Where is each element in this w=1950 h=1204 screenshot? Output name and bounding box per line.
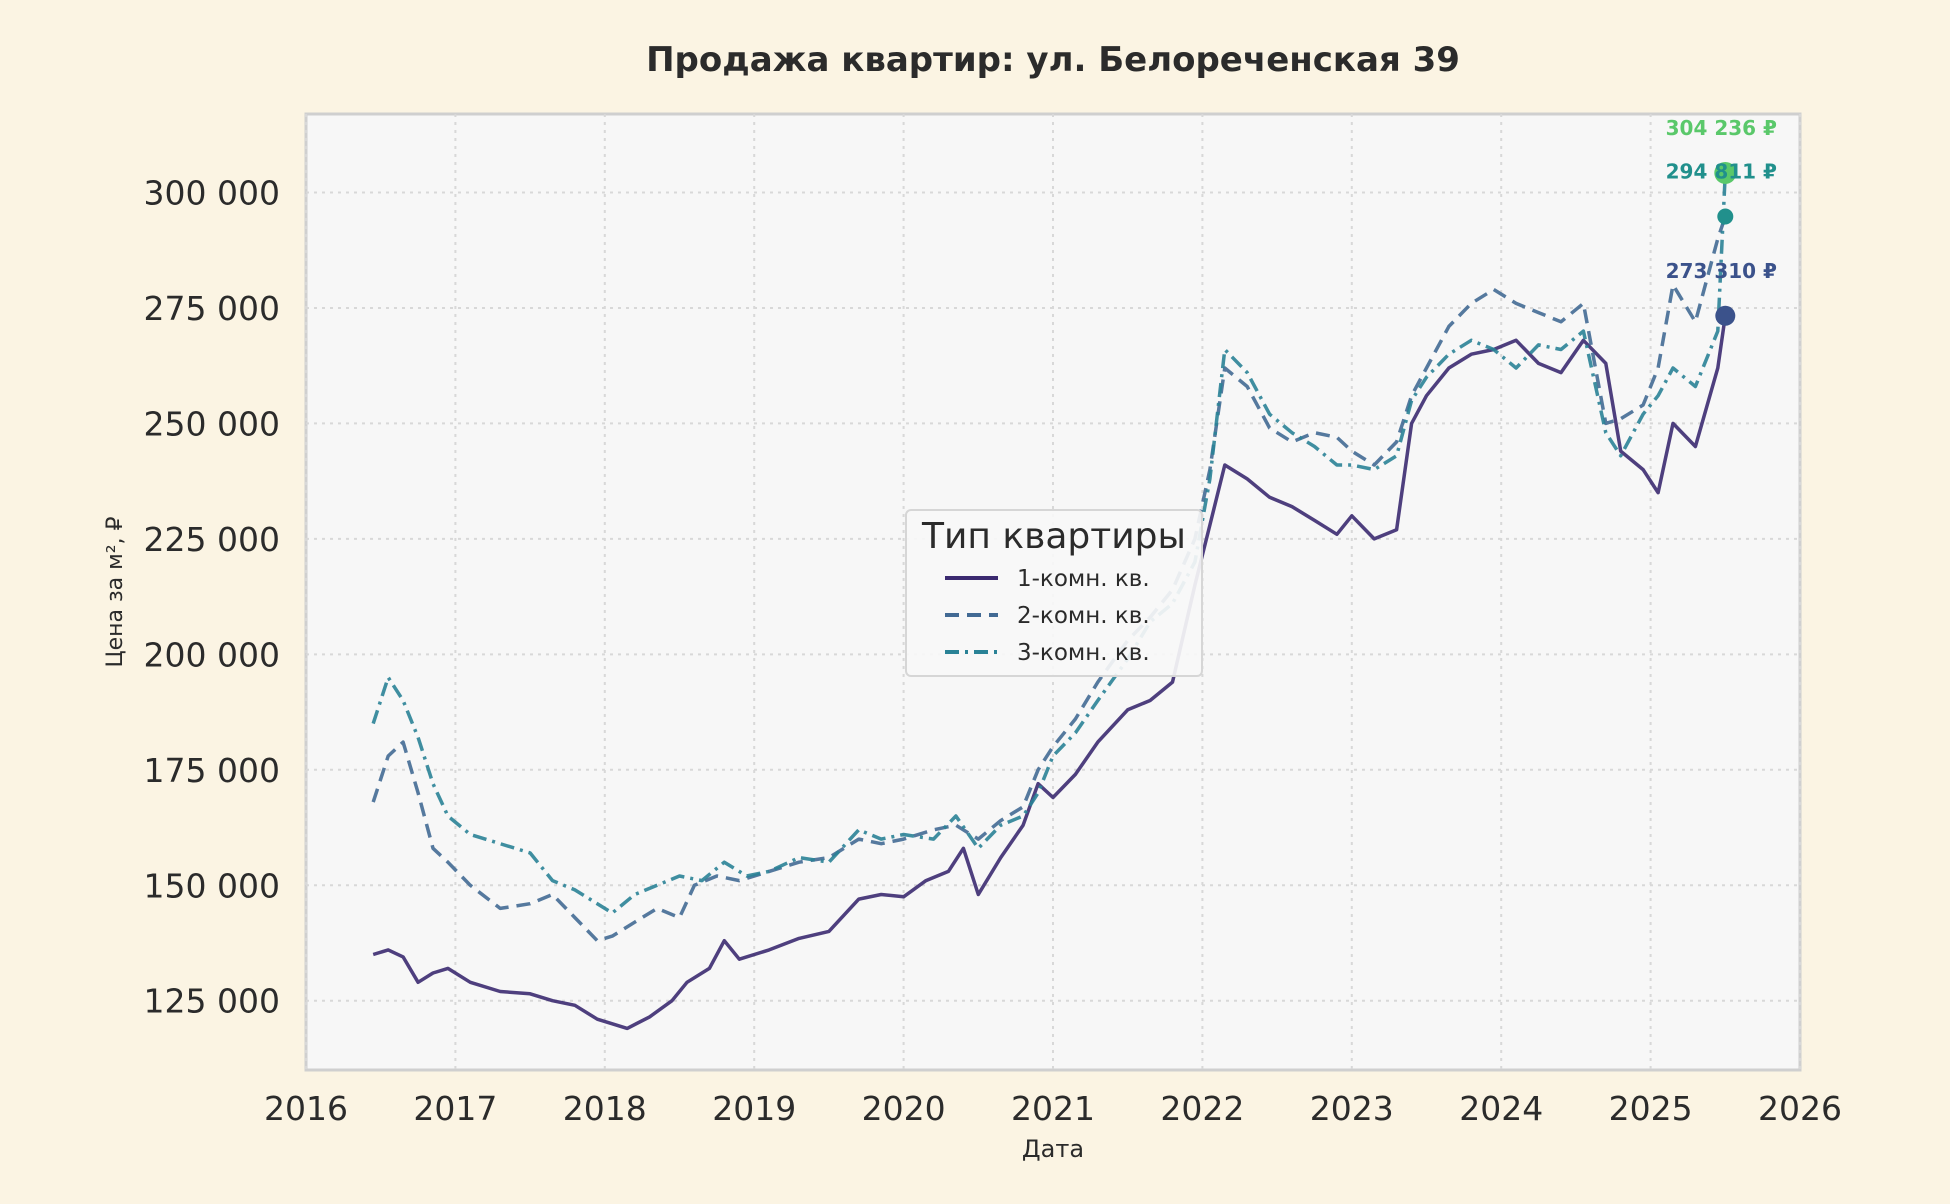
x-axis-label: Дата	[1022, 1135, 1084, 1163]
y-tick-label: 150 000	[144, 866, 280, 905]
end-marker	[1717, 208, 1734, 225]
legend-items: 1-комн. кв. 2-комн. кв. 3-комн. кв.	[945, 566, 1150, 666]
x-tick-label: 2017	[413, 1089, 497, 1128]
y-tick-label: 225 000	[144, 520, 280, 559]
x-tick-label: 2023	[1310, 1089, 1394, 1128]
y-tick-label: 175 000	[144, 751, 280, 790]
x-tick-label: 2024	[1459, 1089, 1543, 1128]
legend-label: 3-комн. кв.	[1017, 640, 1150, 666]
chart-title: Продажа квартир: ул. Белореченская 39	[646, 40, 1460, 80]
x-tick-label: 2020	[862, 1089, 946, 1128]
x-tick-label: 2019	[712, 1089, 796, 1128]
y-tick-label: 250 000	[144, 404, 280, 443]
end-markers: 304 236 ₽ 294 811 ₽ 273 310 ₽	[1666, 116, 1777, 326]
x-tick-label: 2022	[1160, 1089, 1244, 1128]
series-line-2	[371, 215, 1727, 943]
y-axis: 125 000 150 000 175 000 200 000 225 000 250 0…	[144, 174, 280, 1021]
x-axis: 2016 2017 2018 2019 2020 2021 2022 2023 2024 2025…	[264, 1089, 1842, 1128]
legend-label: 1-комн. кв.	[1017, 566, 1150, 592]
y-tick-label: 125 000	[144, 982, 280, 1021]
legend-title: Тип квартиры	[921, 516, 1186, 557]
legend-label: 2-комн. кв.	[1017, 603, 1150, 629]
x-tick-label: 2025	[1609, 1089, 1693, 1128]
x-tick-label: 2026	[1758, 1089, 1842, 1128]
series-line-1	[372, 315, 1728, 1031]
x-tick-label: 2016	[264, 1089, 348, 1128]
y-axis-label: Цена за м², ₽	[103, 516, 128, 667]
end-value-label: 304 236 ₽	[1666, 116, 1777, 140]
series-layer	[371, 172, 1728, 1031]
end-value-label: 294 811 ₽	[1666, 159, 1777, 183]
y-tick-label: 275 000	[144, 289, 280, 328]
end-marker	[1714, 161, 1737, 184]
x-tick-label: 2021	[1011, 1089, 1095, 1128]
end-marker	[1715, 305, 1736, 326]
y-tick-label: 200 000	[144, 635, 280, 674]
series-line-3	[371, 172, 1728, 915]
legend-box	[905, 509, 1203, 677]
x-tick-label: 2018	[563, 1089, 647, 1128]
y-tick-label: 300 000	[144, 174, 280, 213]
legend: Тип квартиры 1-комн. кв. 2-комн. кв. 3-ком…	[905, 509, 1203, 677]
end-value-label: 273 310 ₽	[1666, 259, 1777, 283]
